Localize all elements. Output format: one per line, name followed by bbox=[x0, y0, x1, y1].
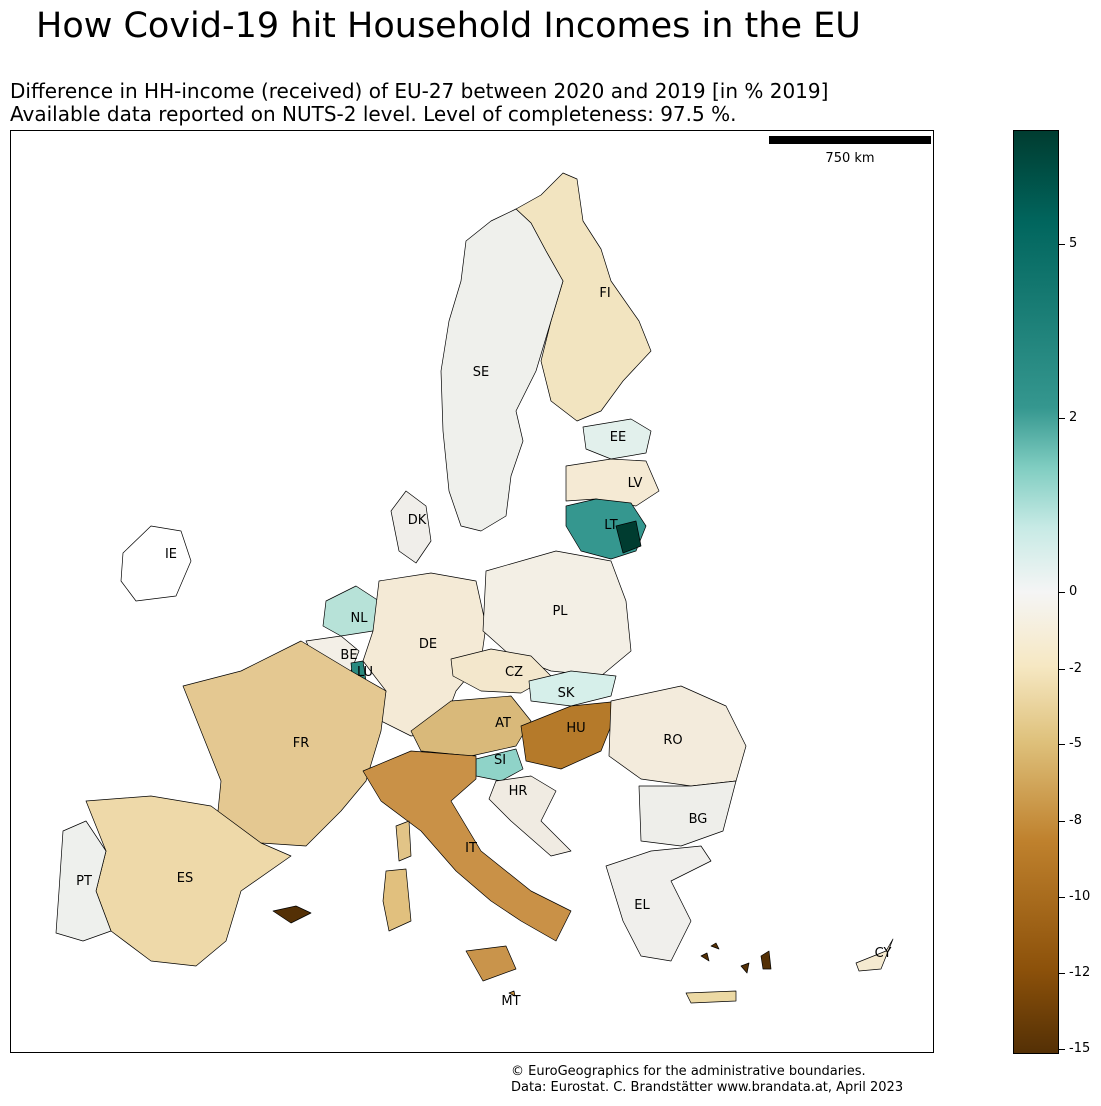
region-denmark bbox=[390, 490, 432, 564]
label-hu: HU bbox=[566, 721, 585, 736]
region-spain-balearics bbox=[272, 905, 312, 924]
region-ireland bbox=[120, 525, 192, 602]
region-latvia bbox=[565, 458, 660, 507]
region-italy-sardinia bbox=[382, 868, 412, 932]
colorbar-tick bbox=[1059, 897, 1065, 898]
colorbar bbox=[1013, 130, 1059, 1054]
credit-line-2: Data: Eurostat. C. Brandstätter www.bran… bbox=[511, 1080, 904, 1095]
colorbar-tick-label: -5 bbox=[1069, 736, 1082, 751]
colorbar-tick-label: -2 bbox=[1069, 661, 1082, 676]
region-portugal bbox=[55, 820, 112, 942]
credit-line-1: © EuroGeographics for the administrative… bbox=[511, 1064, 866, 1079]
label-se: SE bbox=[473, 365, 489, 380]
map-panel[interactable]: 750 km FI SE EE LV LT DK IE NL PL DE BE … bbox=[10, 130, 934, 1053]
region-france-corsica bbox=[395, 820, 412, 862]
label-cy: CY bbox=[875, 946, 892, 961]
label-mt: MT bbox=[501, 994, 520, 1009]
colorbar-tick-label: 2 bbox=[1069, 410, 1078, 425]
colorbar-tick bbox=[1059, 1049, 1065, 1050]
colorbar-tick bbox=[1059, 244, 1065, 245]
colorbar-tick bbox=[1059, 973, 1065, 974]
label-it: IT bbox=[465, 841, 477, 856]
page-title: How Covid-19 hit Household Incomes in th… bbox=[36, 6, 861, 46]
label-fi: FI bbox=[599, 286, 610, 301]
label-ro: RO bbox=[663, 733, 682, 748]
scale-bar-label: 750 km bbox=[825, 151, 874, 166]
colorbar-tick-label: -15 bbox=[1069, 1041, 1091, 1056]
label-be: BE bbox=[340, 648, 357, 663]
colorbar-tick bbox=[1059, 744, 1065, 745]
map-subtitle-line1: Difference in HH-income (received) of EU… bbox=[10, 79, 829, 103]
label-de: DE bbox=[419, 637, 437, 652]
colorbar-tick bbox=[1059, 821, 1065, 822]
region-cyprus bbox=[855, 938, 894, 972]
colorbar-tick-label: 0 bbox=[1069, 584, 1078, 599]
label-es: ES bbox=[177, 871, 193, 886]
region-malta bbox=[508, 990, 516, 997]
colorbar-tick bbox=[1059, 592, 1065, 593]
label-nl: NL bbox=[351, 611, 369, 626]
colorbar-tick bbox=[1059, 418, 1065, 419]
label-dk: DK bbox=[408, 513, 427, 528]
label-at: AT bbox=[495, 716, 511, 731]
scale-bar bbox=[769, 136, 931, 144]
region-greece-islands bbox=[700, 942, 772, 974]
label-cz: CZ bbox=[505, 665, 523, 680]
label-ee: EE bbox=[610, 430, 626, 445]
label-lt: LT bbox=[604, 518, 617, 533]
label-el: EL bbox=[634, 898, 650, 913]
region-slovakia bbox=[528, 670, 617, 707]
label-lu: LU bbox=[357, 665, 373, 680]
region-greece bbox=[605, 845, 712, 962]
map-subtitle-line2: Available data reported on NUTS-2 level.… bbox=[10, 102, 737, 126]
colorbar-tick-label: -8 bbox=[1069, 813, 1082, 828]
choropleth-map: 750 km FI SE EE LV LT DK IE NL PL DE BE … bbox=[55, 136, 931, 1009]
region-italy bbox=[362, 750, 572, 942]
region-croatia bbox=[488, 775, 572, 857]
region-estonia bbox=[582, 418, 652, 460]
region-italy-sicily bbox=[465, 945, 517, 982]
label-pt: PT bbox=[76, 874, 92, 889]
region-lithuania-east bbox=[615, 520, 642, 554]
region-hungary bbox=[520, 700, 622, 770]
label-si: SI bbox=[494, 753, 506, 768]
label-bg: BG bbox=[689, 812, 708, 827]
region-poland bbox=[482, 550, 632, 677]
region-greece-crete bbox=[685, 990, 737, 1004]
colorbar-tick-label: -10 bbox=[1069, 889, 1091, 904]
region-bulgaria bbox=[638, 780, 737, 847]
label-sk: SK bbox=[558, 686, 575, 701]
region-sweden bbox=[440, 208, 564, 532]
label-ie: IE bbox=[165, 547, 177, 562]
label-fr: FR bbox=[293, 736, 310, 751]
region-france bbox=[182, 640, 387, 847]
label-lv: LV bbox=[628, 476, 643, 491]
colorbar-tick bbox=[1059, 669, 1065, 670]
label-hr: HR bbox=[509, 784, 528, 799]
colorbar-tick-label: -12 bbox=[1069, 965, 1091, 980]
label-pl: PL bbox=[552, 604, 568, 619]
colorbar-tick-label: 5 bbox=[1069, 236, 1078, 251]
